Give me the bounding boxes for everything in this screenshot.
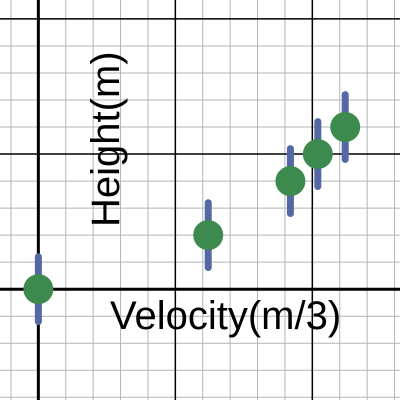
data-point bbox=[23, 274, 54, 305]
x-axis-label: Velocity(m/3) bbox=[110, 294, 342, 338]
data-point bbox=[330, 112, 361, 143]
data-point bbox=[275, 166, 306, 197]
data-point bbox=[193, 220, 224, 251]
data-point bbox=[302, 139, 333, 170]
data-points bbox=[23, 112, 361, 305]
y-axis-label: Height(m) bbox=[84, 51, 128, 227]
